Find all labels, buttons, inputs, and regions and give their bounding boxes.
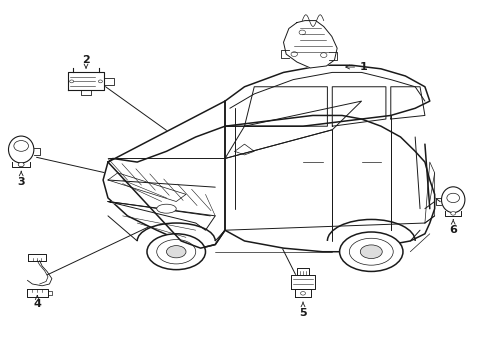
Polygon shape	[108, 202, 215, 230]
Ellipse shape	[157, 204, 176, 213]
Polygon shape	[103, 116, 434, 252]
Text: 2: 2	[82, 55, 90, 68]
Ellipse shape	[441, 187, 464, 213]
Ellipse shape	[147, 234, 205, 270]
Polygon shape	[283, 21, 336, 68]
Ellipse shape	[339, 232, 402, 271]
Polygon shape	[390, 87, 424, 119]
Polygon shape	[28, 253, 46, 261]
Ellipse shape	[8, 136, 34, 163]
Text: 1: 1	[345, 62, 367, 72]
Text: 6: 6	[448, 220, 456, 235]
Polygon shape	[26, 289, 48, 297]
Ellipse shape	[360, 245, 382, 258]
Circle shape	[98, 80, 102, 83]
Polygon shape	[108, 101, 224, 248]
Text: 4: 4	[33, 296, 41, 309]
Polygon shape	[290, 275, 315, 289]
Polygon shape	[424, 162, 434, 223]
Polygon shape	[280, 50, 288, 58]
Polygon shape	[295, 289, 310, 297]
Polygon shape	[234, 144, 254, 155]
Text: 5: 5	[299, 302, 306, 318]
Polygon shape	[331, 87, 385, 126]
Polygon shape	[108, 173, 185, 202]
Polygon shape	[68, 72, 104, 90]
Text: 3: 3	[18, 171, 25, 187]
Ellipse shape	[166, 246, 185, 258]
Circle shape	[450, 212, 455, 215]
Circle shape	[300, 292, 305, 295]
Polygon shape	[328, 52, 336, 60]
Polygon shape	[224, 65, 429, 126]
Circle shape	[18, 162, 24, 167]
Circle shape	[70, 80, 73, 83]
Polygon shape	[244, 87, 327, 126]
